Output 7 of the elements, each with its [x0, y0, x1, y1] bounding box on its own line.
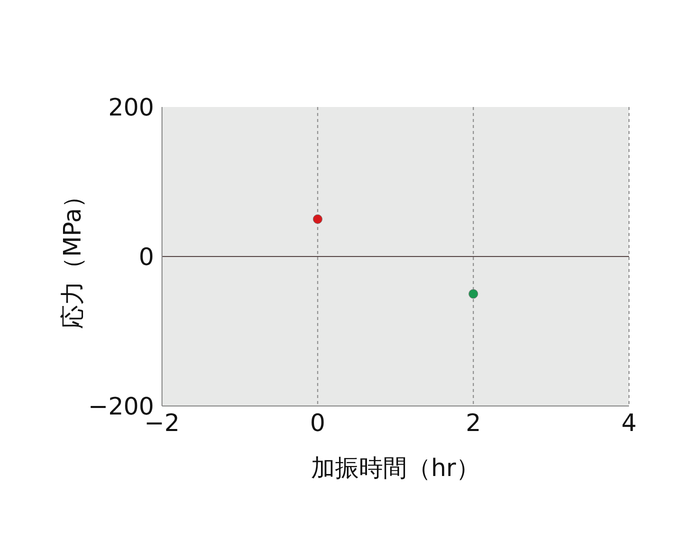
- y-axis-title: 応力（MPa）: [58, 184, 87, 329]
- x-axis-title: 加振時間（hr）: [310, 454, 480, 482]
- y-tick-label: 200: [108, 94, 154, 122]
- x-tick-label: 2: [466, 409, 481, 438]
- y-tick-label: 0: [138, 243, 154, 272]
- x-tick-label: 4: [621, 409, 637, 438]
- x-tick-label: 0: [310, 409, 326, 438]
